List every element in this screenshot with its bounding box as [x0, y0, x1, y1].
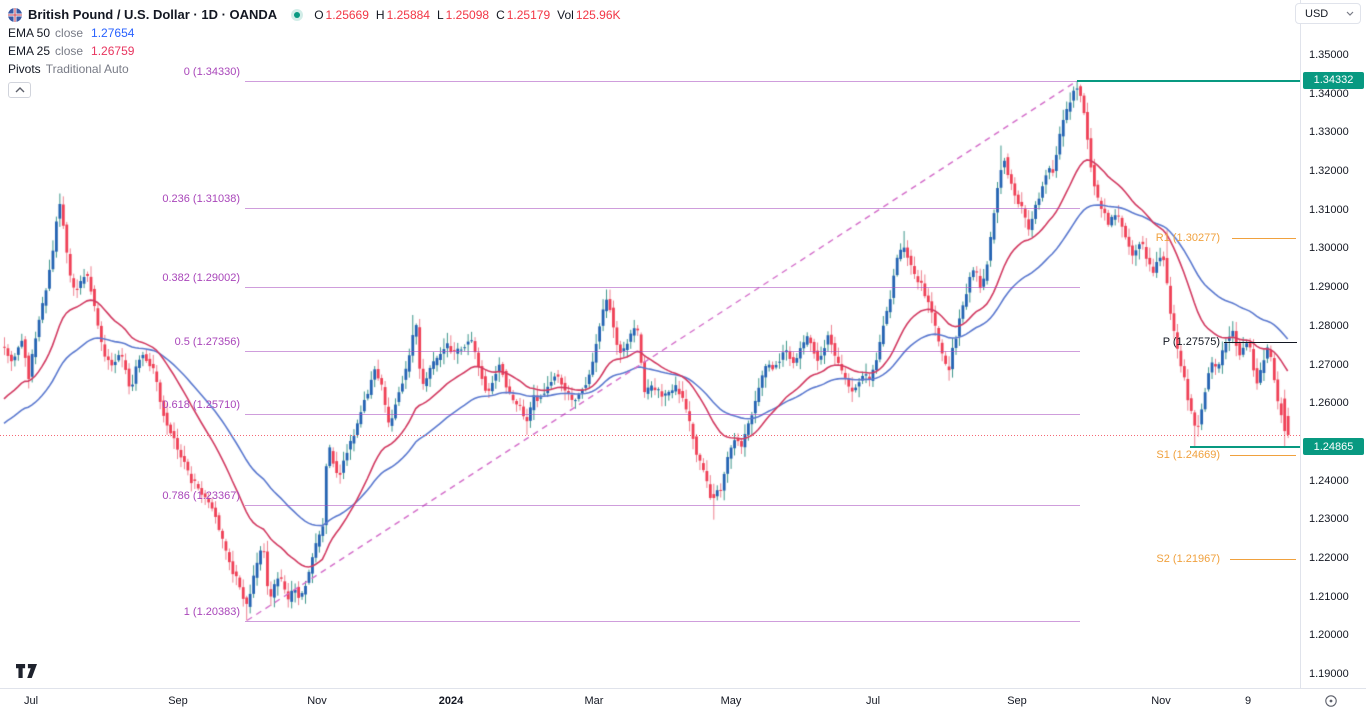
- pivot-level-line[interactable]: [1230, 559, 1296, 561]
- price-tick-label: 1.34000: [1309, 87, 1349, 100]
- currency-label: USD: [1305, 7, 1329, 20]
- time-tick-label: Nov: [1151, 695, 1171, 707]
- pivot-level-line[interactable]: [1232, 237, 1296, 239]
- price-tick-label: 1.31000: [1309, 203, 1349, 216]
- price-tick-label: 1.27000: [1309, 358, 1349, 371]
- chart-legend: British Pound / U.S. Dollar · 1D · OANDA…: [8, 5, 628, 98]
- pivot-level-label: P (1.27575): [1162, 336, 1220, 349]
- ohlc-key: C: [496, 7, 505, 22]
- chevron-down-icon: [1346, 11, 1354, 16]
- time-scale[interactable]: Jul Sep Nov 2024 Mar May Jul Sep Nov 9: [0, 688, 1366, 715]
- fib-level-label: 0.382 (1.29002): [162, 272, 240, 285]
- time-tick-label: 2024: [438, 695, 464, 707]
- price-tick-label: 1.19000: [1309, 668, 1349, 681]
- time-tick-label: Mar: [584, 695, 604, 707]
- ohlc-value: 1.25179: [506, 7, 551, 22]
- fib-level-line[interactable]: [245, 620, 1080, 622]
- ohlc-values: O 1.25669 H 1.25884 L 1.25098 C 1.25179 Vol 125.9…: [314, 8, 627, 22]
- price-scale[interactable]: USD 1.35000 1.34000 1.33000 1.32000 1.31000 1…: [1295, 0, 1366, 688]
- scale-settings-icon[interactable]: [1324, 694, 1338, 713]
- price-tick-label: 1.24000: [1309, 474, 1349, 487]
- indicator-row-ema50[interactable]: EMA 50 close 1.27654: [8, 24, 628, 42]
- legend-collapse-button[interactable]: [8, 82, 31, 98]
- price-tick-label: 1.35000: [1309, 49, 1349, 61]
- price-tick-label: 1.33000: [1309, 126, 1349, 139]
- pivot-level-line[interactable]: [1224, 342, 1297, 344]
- indicator-value: 1.27654: [91, 26, 135, 40]
- ohlc-key: Vol: [557, 7, 574, 22]
- price-line-badge: 1.24865: [1303, 438, 1364, 456]
- indicator-name: EMA 50: [8, 26, 51, 40]
- last-price-line: [0, 434, 1300, 436]
- time-tick-label: Sep: [168, 695, 188, 707]
- ohlc-key: L: [436, 7, 444, 22]
- ohlc-value: 1.25669: [325, 7, 369, 22]
- currency-dropdown[interactable]: USD: [1295, 3, 1361, 24]
- price-line-badge: 1.34332: [1303, 71, 1364, 89]
- price-tick-label: 1.29000: [1309, 281, 1349, 294]
- chart-pane: 0 (1.34330) 0.236 (1.31038) 0.382 (1.29002…: [0, 0, 1300, 688]
- chevron-up-icon: [15, 87, 24, 93]
- symbol-title-row[interactable]: British Pound / U.S. Dollar · 1D · OANDA…: [8, 5, 628, 24]
- ohlc-value: 125.96K: [575, 7, 621, 22]
- price-tick-label: 1.20000: [1309, 629, 1349, 642]
- instrument-flag-icon: [8, 7, 22, 22]
- fib-level-line[interactable]: [245, 414, 1080, 416]
- fib-level-label: 0.786 (1.23367): [162, 490, 240, 503]
- market-status-icon[interactable]: [294, 11, 301, 18]
- fib-level-line[interactable]: [245, 208, 1080, 210]
- fib-level-label: 0.236 (1.31038): [162, 193, 240, 206]
- price-tick-label: 1.23000: [1309, 513, 1349, 526]
- fib-level-line[interactable]: [245, 287, 1080, 289]
- indicator-value: 1.26759: [91, 44, 135, 58]
- horizontal-price-line[interactable]: [1077, 79, 1300, 82]
- tradingview-logo[interactable]: [16, 664, 37, 683]
- indicator-param: close: [55, 26, 84, 40]
- horizontal-price-line[interactable]: [1190, 446, 1300, 449]
- time-tick-label: Nov: [307, 695, 327, 707]
- fib-level-label: 1 (1.20383): [183, 605, 240, 618]
- fib-level-line[interactable]: [245, 505, 1080, 507]
- fib-level-label: 0.5 (1.27356): [174, 335, 240, 348]
- indicator-row-pivots[interactable]: Pivots Traditional Auto: [8, 60, 628, 78]
- candlestick-chart-canvas[interactable]: [0, 0, 1300, 688]
- fib-level-label: 0.618 (1.25710): [162, 399, 240, 412]
- ohlc-key: O: [314, 7, 324, 22]
- fib-level-line[interactable]: [245, 80, 1080, 82]
- symbol-title: British Pound / U.S. Dollar · 1D · OANDA: [28, 7, 278, 22]
- time-tick-label: Jul: [23, 695, 39, 707]
- price-tick-label: 1.21000: [1309, 590, 1349, 603]
- indicator-param: Traditional Auto: [45, 62, 129, 76]
- indicator-row-ema25[interactable]: EMA 25 close 1.26759: [8, 42, 628, 60]
- ohlc-value: 1.25098: [445, 7, 490, 22]
- time-tick-label: May: [720, 695, 742, 707]
- ohlc-value: 1.25884: [386, 7, 430, 22]
- price-tick-label: 1.32000: [1309, 165, 1349, 178]
- ohlc-key: H: [375, 7, 385, 22]
- price-tick-label: 1.28000: [1309, 319, 1349, 332]
- indicator-name: EMA 25: [8, 44, 51, 58]
- pivot-level-line[interactable]: [1230, 454, 1296, 456]
- price-tick-label: 1.30000: [1309, 242, 1349, 255]
- fib-level-line[interactable]: [245, 350, 1080, 352]
- pivot-level-label: R1 (1.30277): [1155, 231, 1220, 244]
- indicator-name: Pivots: [8, 62, 41, 76]
- price-tick-label: 1.26000: [1309, 397, 1349, 410]
- time-tick-label: Jul: [865, 695, 881, 707]
- price-tick-label: 1.22000: [1309, 551, 1349, 564]
- pivot-level-label: S1 (1.24669): [1156, 448, 1220, 461]
- time-tick-label: 9: [1244, 695, 1252, 707]
- drawings-overlay: 0 (1.34330) 0.236 (1.31038) 0.382 (1.29002…: [0, 66, 1300, 622]
- indicator-param: close: [55, 44, 84, 58]
- time-tick-label: Sep: [1007, 695, 1027, 707]
- pivot-level-label: S2 (1.21967): [1156, 553, 1220, 566]
